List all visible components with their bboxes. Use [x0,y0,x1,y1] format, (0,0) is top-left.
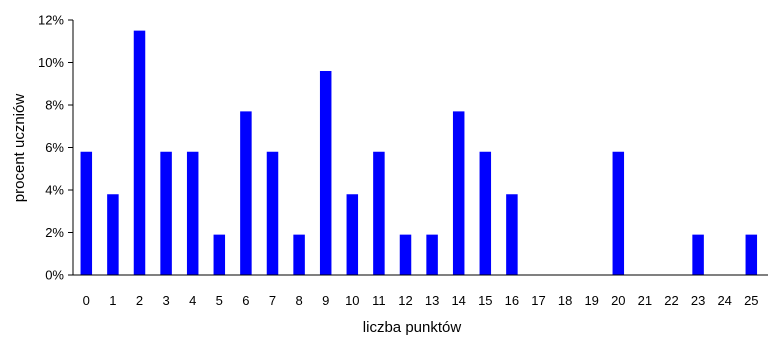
x-tick-label: 19 [584,293,598,308]
y-ticks: 0% 2% 4% 6% 8% 10% 12% [38,13,73,283]
x-tick-label: 25 [744,293,758,308]
x-tick-label: 8 [295,293,302,308]
x-axis-title: liczba punktów [363,319,462,336]
x-tick-label: 9 [322,293,329,308]
bar-16 [506,194,518,275]
x-tick-label: 20 [611,293,625,308]
x-tick-label: 17 [531,293,545,308]
x-tick-label: 24 [717,293,731,308]
x-tick-label: 18 [558,293,572,308]
x-tick-label: 16 [505,293,519,308]
x-tick-label: 3 [162,293,169,308]
x-tick-label: 5 [216,293,223,308]
x-tick-label: 15 [478,293,492,308]
x-tick-label: 4 [189,293,196,308]
x-tick-label: 1 [109,293,116,308]
x-tick-label: 10 [345,293,359,308]
bar-series [80,30,758,276]
bar-1 [107,194,119,275]
y-tick-label: 0% [45,268,64,283]
bar-20 [612,151,625,275]
x-tick-label: 6 [242,293,249,308]
bar-7 [266,151,279,275]
y-tick-label: 2% [45,225,64,240]
x-tick-label: 12 [398,293,412,308]
bar-4 [186,151,199,275]
bar-25 [745,234,758,276]
bar-8 [293,234,305,276]
bar-11 [373,151,385,275]
x-tick-label: 0 [83,293,90,308]
bar-6 [240,111,252,276]
y-tick-label: 8% [45,98,64,113]
y-tick-label: 12% [38,13,64,28]
bar-14 [452,111,465,276]
bar-10 [346,194,359,275]
y-axis-title: procent uczniów [11,94,28,203]
bar-5 [213,234,226,276]
x-ticks: 0 1 2 3 4 5 6 7 8 9 10 11 12 13 14 15 16 17 18 19 20 21 22 23 24… [83,293,759,308]
bar-12 [399,234,412,276]
x-tick-label: 21 [638,293,652,308]
bar-9 [319,71,332,275]
axes [72,20,768,276]
bar-15 [479,151,492,275]
y-tick-label: 6% [45,140,64,155]
y-tick-label: 10% [38,55,64,70]
bar-2 [133,30,146,276]
y-tick-label: 4% [45,183,64,198]
x-tick-label: 11 [372,293,386,308]
x-tick-label: 7 [269,293,276,308]
bar-0 [80,151,93,275]
x-tick-label: 22 [664,293,678,308]
x-tick-label: 23 [691,293,705,308]
bar-13 [426,234,438,276]
bar-23 [692,234,704,276]
x-tick-label: 13 [425,293,439,308]
bar-3 [160,151,172,275]
x-tick-label: 14 [451,293,465,308]
x-tick-label: 2 [136,293,143,308]
